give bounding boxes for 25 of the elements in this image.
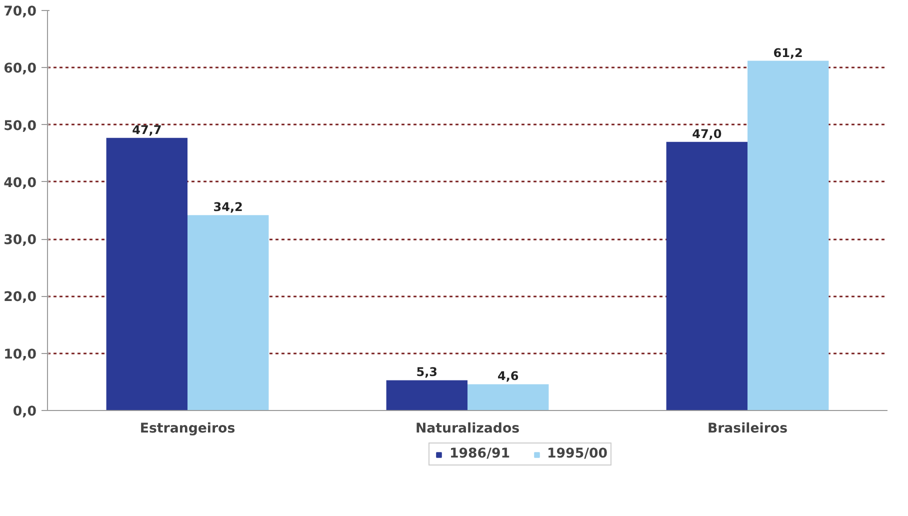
y-tick-label: 30,0 xyxy=(4,233,37,248)
bar xyxy=(468,384,549,410)
y-tick-label: 60,0 xyxy=(4,62,37,77)
data-label: 47,0 xyxy=(692,126,722,141)
y-tick-label: 70,0 xyxy=(4,4,37,20)
bar xyxy=(666,142,748,410)
data-label: 61,2 xyxy=(773,46,803,60)
legend-label: 1986/91 xyxy=(449,446,510,462)
y-tick-label: 10,0 xyxy=(4,347,37,362)
y-tick-label: 50,0 xyxy=(4,118,37,134)
y-tick-label: 40,0 xyxy=(4,176,37,191)
data-label: 34,2 xyxy=(213,200,243,214)
y-tick-label: 20,0 xyxy=(4,290,37,306)
legend-label: 1995/00 xyxy=(547,446,608,462)
data-label: 5,3 xyxy=(416,365,438,380)
y-tick-label: 0,0 xyxy=(12,404,37,420)
bar xyxy=(106,138,188,410)
data-label: 47,7 xyxy=(132,122,162,137)
bar xyxy=(386,380,468,410)
x-tick-label: Brasileiros xyxy=(707,422,788,436)
x-tick-label: Estrangeiros xyxy=(140,422,236,436)
x-tick-label: Naturalizados xyxy=(415,422,520,436)
bar xyxy=(188,215,269,410)
bar xyxy=(748,60,829,410)
data-label: 4,6 xyxy=(497,369,519,384)
